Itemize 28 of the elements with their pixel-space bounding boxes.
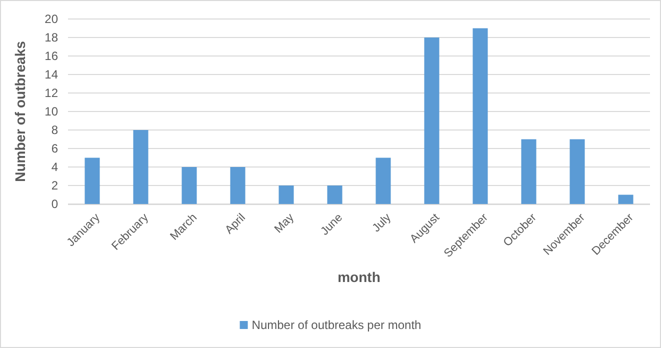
y-tick-label: 8 [51, 122, 58, 137]
y-tick-label: 14 [44, 67, 58, 82]
bar [521, 139, 536, 204]
legend-label: Number of outbreaks per month [252, 318, 422, 332]
bar [133, 130, 148, 204]
bar [182, 167, 197, 204]
y-tick-label: 18 [44, 30, 58, 44]
y-tick-label: 6 [51, 141, 58, 156]
y-tick-label: 2 [51, 178, 58, 192]
bar [327, 186, 342, 204]
bar [570, 139, 585, 204]
y-tick-label: 4 [51, 160, 58, 174]
y-tick-label: 20 [44, 12, 58, 26]
y-tick-label: 0 [51, 196, 58, 211]
x-axis-title: month [338, 269, 380, 285]
bar [472, 28, 488, 204]
bar [376, 158, 391, 204]
bar [424, 38, 440, 204]
bar [618, 194, 634, 204]
x-tick-label: July [370, 212, 394, 235]
bar [84, 158, 100, 204]
bar [278, 186, 294, 204]
y-tick-label: 12 [44, 86, 58, 100]
y-tick-label: 16 [44, 48, 58, 63]
x-tick-label: May [272, 212, 297, 236]
bar [230, 167, 246, 204]
y-axis-title: Number of outbreaks [12, 40, 28, 182]
y-tick-label: 10 [44, 104, 58, 118]
